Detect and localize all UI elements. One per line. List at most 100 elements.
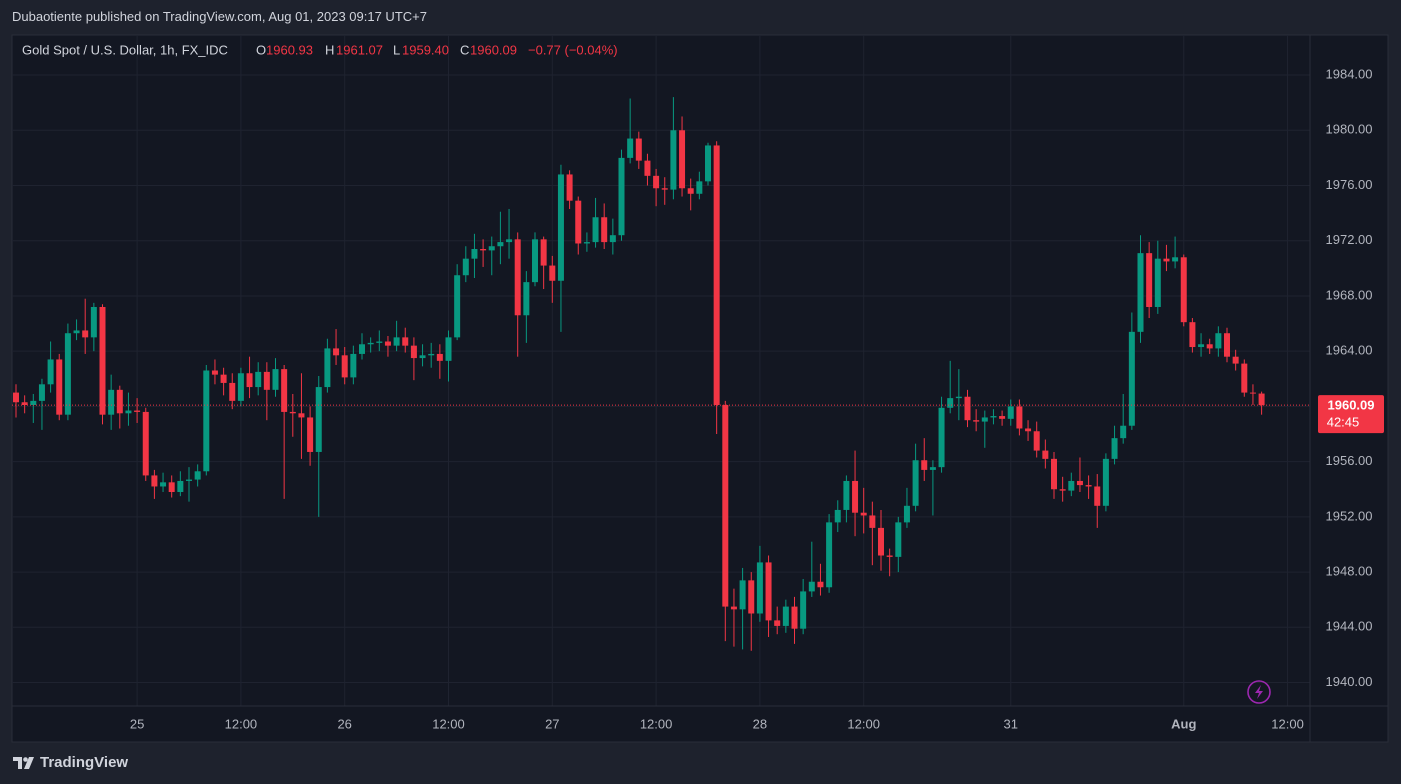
candle-body xyxy=(886,555,893,557)
candle-body xyxy=(1249,392,1256,394)
candle-body xyxy=(82,330,89,338)
candle-body xyxy=(696,181,703,194)
l-value: 1959.40 xyxy=(402,42,449,57)
candle-body xyxy=(237,373,244,401)
y-tick-label: 1984.00 xyxy=(1326,66,1373,81)
brand: TradingView xyxy=(12,754,128,771)
candle-body xyxy=(168,482,175,492)
candle-body xyxy=(808,581,815,592)
candle-body xyxy=(255,371,262,388)
candle-body xyxy=(566,174,573,201)
x-tick-label: Aug xyxy=(1171,716,1196,731)
candle-body xyxy=(384,341,391,346)
candle-body xyxy=(869,515,876,528)
candle-body xyxy=(635,138,642,161)
x-tick-label: 12:00 xyxy=(432,716,465,731)
candle-body xyxy=(843,480,850,510)
candle-body xyxy=(1120,425,1127,439)
candle-body xyxy=(1224,333,1230,357)
candle-body xyxy=(220,374,227,383)
candle-body xyxy=(298,413,305,418)
candle-body xyxy=(1215,333,1222,349)
l-label: L xyxy=(393,42,400,57)
candle-body xyxy=(748,580,755,614)
change: −0.77 (−0.04%) xyxy=(528,42,618,57)
candle-body xyxy=(852,480,859,513)
candle-body xyxy=(341,355,348,378)
candle-body xyxy=(367,342,374,345)
candle-body xyxy=(1163,258,1170,262)
icon-bolt xyxy=(1255,685,1263,699)
candle-body xyxy=(999,416,1006,419)
candle-body xyxy=(705,145,711,182)
candle-body xyxy=(1258,393,1265,406)
candle-body xyxy=(895,522,902,557)
candle-body xyxy=(964,396,971,421)
candle-body xyxy=(670,130,677,190)
x-tick-label: 12:00 xyxy=(1271,716,1304,731)
candle-body xyxy=(947,398,954,408)
chart: Gold Spot / U.S. Dollar, 1h, FX_IDC O 19… xyxy=(11,34,1389,743)
lightning-icon xyxy=(1247,680,1271,704)
candle-body xyxy=(653,175,660,189)
icon-ring xyxy=(1247,680,1271,704)
candle-body xyxy=(739,580,746,610)
candle-body xyxy=(981,417,988,422)
o-label: O xyxy=(256,42,266,57)
last-price-box xyxy=(1318,395,1384,434)
candle-body xyxy=(583,242,590,244)
candle-body xyxy=(307,417,314,452)
candle-body xyxy=(64,333,71,415)
candle-body xyxy=(826,522,833,588)
candle-body xyxy=(229,382,236,401)
candle-body xyxy=(1137,253,1144,332)
candle-body xyxy=(1189,322,1196,348)
candle-body xyxy=(194,471,201,480)
candle-body xyxy=(47,359,54,385)
candle-body xyxy=(1068,480,1075,491)
candle-body xyxy=(722,405,729,607)
candle-body xyxy=(436,353,443,361)
candle-body xyxy=(13,392,19,403)
candle-body xyxy=(419,355,426,359)
candle-body xyxy=(333,348,340,356)
candle-body xyxy=(462,258,469,276)
candle-body xyxy=(134,410,141,412)
candle-body xyxy=(609,235,616,243)
candle-body xyxy=(393,337,400,346)
y-tick-label: 1964.00 xyxy=(1326,343,1373,358)
candle-body xyxy=(151,475,158,487)
candle-body xyxy=(782,606,789,626)
publisher-line: Dubaotiente published on TradingView.com… xyxy=(12,9,427,24)
candle-body xyxy=(410,345,417,359)
candle-body xyxy=(350,353,357,378)
candle-body xyxy=(817,581,824,588)
candle-body xyxy=(160,482,167,487)
candle-body xyxy=(1232,356,1239,364)
candle-body xyxy=(575,200,582,244)
candle-body xyxy=(506,239,513,243)
candle-body xyxy=(938,407,945,468)
logo-shape xyxy=(13,756,34,769)
candle-body xyxy=(99,306,106,415)
candle-body xyxy=(1102,458,1109,506)
candle-body xyxy=(1198,344,1205,348)
candle-body xyxy=(1051,458,1057,490)
y-tick-label: 1972.00 xyxy=(1326,232,1373,247)
c-value: 1960.09 xyxy=(470,42,517,57)
candle-body xyxy=(38,384,45,401)
candle-body xyxy=(687,188,694,194)
candle-body xyxy=(203,370,210,472)
candle-body xyxy=(1111,438,1118,459)
candle-body xyxy=(125,410,132,414)
candle-body xyxy=(324,348,331,388)
candle-body xyxy=(730,606,737,610)
candle-body xyxy=(428,353,435,356)
candle-body xyxy=(1033,431,1040,451)
candle-body xyxy=(878,527,884,556)
candle-body xyxy=(1042,450,1049,459)
candle-body xyxy=(454,275,461,338)
y-tick-label: 1952.00 xyxy=(1326,508,1373,523)
candle-body xyxy=(289,411,296,414)
candle-body xyxy=(1025,428,1032,432)
